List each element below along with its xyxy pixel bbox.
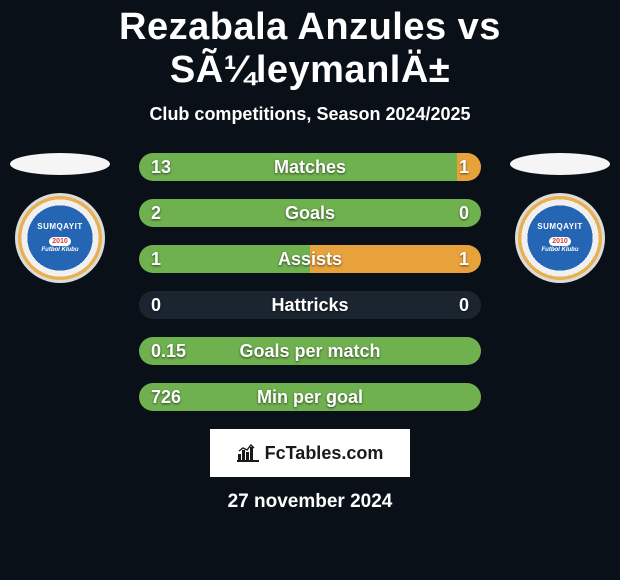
stat-row: 2 0 Goals bbox=[139, 199, 481, 227]
crest-subtitle: Futbol Klubu bbox=[537, 247, 583, 253]
club-crest-right: SUMQAYIT 2010 Futbol Klubu bbox=[515, 193, 605, 283]
stat-value-left: 726 bbox=[151, 387, 181, 408]
watermark-text: FcTables.com bbox=[265, 443, 384, 464]
stat-label: Matches bbox=[274, 157, 346, 178]
player-country-ellipse bbox=[510, 153, 610, 175]
crest-content: SUMQAYIT 2010 Futbol Klubu bbox=[537, 223, 583, 253]
stat-label: Hattricks bbox=[271, 295, 348, 316]
comparison-container: SUMQAYIT 2010 Futbol Klubu SUMQAYIT 2010… bbox=[0, 153, 620, 411]
club-crest-left: SUMQAYIT 2010 Futbol Klubu bbox=[15, 193, 105, 283]
right-player-column: SUMQAYIT 2010 Futbol Klubu bbox=[510, 153, 610, 283]
chart-icon bbox=[237, 444, 259, 462]
page-title: Rezabala Anzules vs SÃ¼leymanlÄ± bbox=[0, 0, 620, 92]
crest-club-name: SUMQAYIT bbox=[37, 223, 83, 231]
crest-club-name: SUMQAYIT bbox=[537, 223, 583, 231]
crest-content: SUMQAYIT 2010 Futbol Klubu bbox=[37, 223, 83, 253]
page-subtitle: Club competitions, Season 2024/2025 bbox=[0, 104, 620, 125]
stat-label: Goals per match bbox=[239, 341, 380, 362]
stat-value-right: 1 bbox=[459, 157, 469, 178]
stat-value-left: 0.15 bbox=[151, 341, 186, 362]
stat-value-left: 0 bbox=[151, 295, 161, 316]
stat-row: 1 1 Assists bbox=[139, 245, 481, 273]
crest-year: 2010 bbox=[49, 237, 71, 246]
crest-year: 2010 bbox=[549, 237, 571, 246]
watermark: FcTables.com bbox=[210, 429, 410, 477]
stat-value-right: 0 bbox=[459, 203, 469, 224]
stat-value-left: 13 bbox=[151, 157, 171, 178]
stat-value-right: 1 bbox=[459, 249, 469, 270]
stat-row: 0 0 Hattricks bbox=[139, 291, 481, 319]
stat-label: Assists bbox=[278, 249, 342, 270]
stat-label: Goals bbox=[285, 203, 335, 224]
stat-value-right: 0 bbox=[459, 295, 469, 316]
date-text: 27 november 2024 bbox=[0, 491, 620, 513]
stat-row: 726 Min per goal bbox=[139, 383, 481, 411]
stat-label: Min per goal bbox=[257, 387, 363, 408]
stats-list: 13 1 Matches 2 0 Goals 1 1 Assists 0 0 Hattricks 0.1… bbox=[139, 153, 481, 411]
crest-subtitle: Futbol Klubu bbox=[37, 247, 83, 253]
left-player-column: SUMQAYIT 2010 Futbol Klubu bbox=[10, 153, 110, 283]
stat-row: 0.15 Goals per match bbox=[139, 337, 481, 365]
player-country-ellipse bbox=[10, 153, 110, 175]
stat-value-left: 1 bbox=[151, 249, 161, 270]
stat-value-left: 2 bbox=[151, 203, 161, 224]
stat-row: 13 1 Matches bbox=[139, 153, 481, 181]
